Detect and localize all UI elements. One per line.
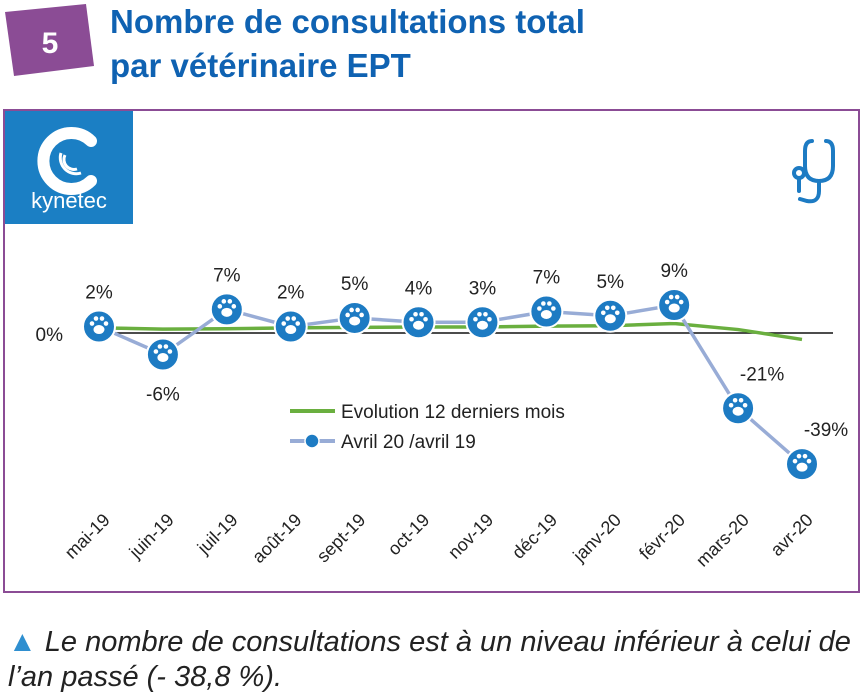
- x-tick-label: févr-20: [635, 510, 689, 564]
- title-line-2: par vétérinaire EPT: [110, 47, 411, 84]
- data-label: 2%: [277, 283, 305, 304]
- x-tick-label: avr-20: [767, 510, 817, 560]
- x-tick-label: mai-19: [61, 510, 114, 563]
- page-title: Nombre de consultations total par vétéri…: [110, 0, 850, 88]
- data-label: 2%: [85, 283, 113, 304]
- data-point-paw-icon: [721, 391, 756, 426]
- legend-item-evolution: Evolution 12 derniers mois: [290, 402, 565, 423]
- data-point-paw-icon: [529, 294, 564, 329]
- x-tick-label: juil-19: [193, 510, 242, 559]
- section-number-badge: 5: [5, 4, 94, 76]
- data-label: 9%: [660, 261, 688, 282]
- footnote: ▲ Le nombre de consultations est à un ni…: [8, 625, 858, 695]
- data-label: 5%: [597, 272, 625, 293]
- labels-layer: 2% -6% 7% 2% 5% 4% 3% 7% 5% 9% -21% -39%: [85, 261, 848, 441]
- legend-item-monthly: Avril 20 /avril 19: [290, 432, 476, 453]
- data-point-paw-icon: [82, 309, 116, 344]
- data-label: 5%: [341, 274, 369, 295]
- footnote-text: Le nombre de consultations est à un nive…: [8, 626, 851, 693]
- data-point-paw-icon: [337, 300, 372, 335]
- data-point-paw-icon: [401, 305, 436, 340]
- data-point-paw-icon: [145, 337, 180, 372]
- legend-label-evolution: Evolution 12 derniers mois: [341, 402, 565, 423]
- chart-frame: kynetec 0% 2% -6% 7% 2% 5% 4% 3% 7% 5% 9% -21% -39%…: [3, 109, 860, 593]
- data-point-paw-icon: [465, 305, 500, 340]
- data-label: 7%: [533, 268, 561, 289]
- stethoscope-icon: [792, 139, 835, 204]
- data-point-paw-icon: [593, 298, 628, 333]
- data-point-paw-icon: [657, 288, 692, 323]
- x-tick-label: janv-20: [568, 510, 625, 567]
- data-point-paw-icon: [209, 292, 244, 327]
- title-line-1: Nombre de consultations total: [110, 3, 585, 40]
- zero-axis-label: 0%: [36, 325, 64, 346]
- line-chart: kynetec 0% 2% -6% 7% 2% 5% 4% 3% 7% 5% 9% -21% -39%…: [5, 111, 848, 571]
- legend-label-monthly: Avril 20 /avril 19: [341, 432, 476, 453]
- triangle-icon: ▲: [8, 626, 37, 658]
- data-label: -39%: [804, 420, 848, 441]
- data-label: 3%: [469, 278, 497, 299]
- data-point-paw-icon: [785, 447, 819, 482]
- data-label: 4%: [405, 278, 433, 299]
- data-label: -6%: [146, 385, 180, 406]
- logo-text: kynetec: [31, 188, 107, 213]
- data-label: 7%: [213, 265, 241, 286]
- data-point-paw-icon: [273, 309, 308, 344]
- x-tick-label: juin-19: [125, 510, 178, 563]
- x-axis: mai-19 juin-19 juil-19 août-19 sept-19 oct-19…: [61, 510, 817, 571]
- kynetec-logo: kynetec: [5, 111, 133, 224]
- legend: Evolution 12 derniers mois Avril 20 /avr…: [290, 402, 565, 453]
- x-tick-label: oct-19: [384, 510, 434, 560]
- x-tick-label: sept-19: [313, 510, 370, 567]
- x-tick-label: mars-20: [692, 510, 753, 571]
- x-tick-label: nov-19: [444, 510, 497, 563]
- x-tick-label: août-19: [248, 510, 305, 567]
- series-layer: [82, 288, 819, 482]
- badge-number: 5: [42, 27, 59, 60]
- data-label: -21%: [740, 364, 784, 385]
- x-tick-label: déc-19: [508, 510, 561, 563]
